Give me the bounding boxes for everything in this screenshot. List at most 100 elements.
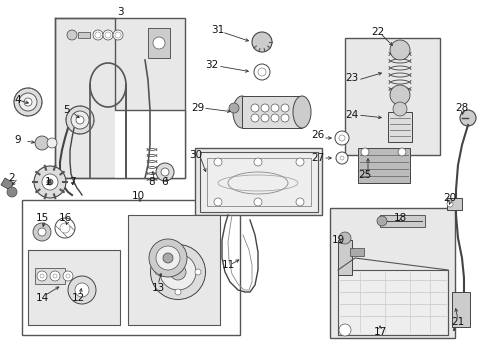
Ellipse shape: [38, 228, 46, 236]
Bar: [128, 215, 220, 325]
Text: 21: 21: [450, 317, 464, 327]
Text: 26: 26: [311, 130, 324, 140]
Ellipse shape: [93, 30, 103, 40]
Bar: [387, 112, 411, 142]
Bar: [345, 38, 439, 155]
Ellipse shape: [253, 64, 269, 80]
Ellipse shape: [163, 253, 173, 263]
Text: 19: 19: [331, 235, 344, 245]
Bar: [206, 158, 310, 206]
Bar: [55, 18, 184, 178]
Ellipse shape: [338, 324, 350, 336]
Ellipse shape: [175, 249, 181, 255]
Ellipse shape: [228, 103, 239, 113]
Ellipse shape: [335, 152, 347, 164]
Ellipse shape: [47, 138, 57, 148]
Ellipse shape: [253, 158, 262, 166]
Ellipse shape: [66, 274, 70, 278]
Text: 7: 7: [68, 177, 75, 187]
Ellipse shape: [270, 104, 279, 112]
Ellipse shape: [161, 168, 169, 176]
Text: 27: 27: [311, 153, 324, 163]
Text: 13: 13: [151, 283, 164, 293]
Text: 9: 9: [15, 135, 21, 145]
Ellipse shape: [66, 106, 94, 134]
Text: 16: 16: [58, 213, 71, 223]
Ellipse shape: [170, 264, 185, 280]
Text: 14: 14: [35, 293, 48, 303]
Ellipse shape: [175, 289, 181, 295]
Ellipse shape: [295, 198, 304, 206]
Ellipse shape: [156, 246, 180, 270]
Ellipse shape: [149, 239, 186, 277]
Ellipse shape: [261, 104, 268, 112]
Ellipse shape: [376, 216, 386, 226]
Bar: [337, 240, 351, 275]
Ellipse shape: [392, 102, 406, 116]
Ellipse shape: [153, 37, 164, 49]
Ellipse shape: [156, 163, 174, 181]
Text: 24: 24: [345, 110, 358, 120]
Text: 30: 30: [189, 150, 202, 160]
Text: 11: 11: [221, 260, 234, 270]
Ellipse shape: [47, 179, 53, 185]
Ellipse shape: [150, 244, 205, 300]
Text: 12: 12: [71, 293, 84, 303]
Ellipse shape: [360, 148, 368, 156]
Ellipse shape: [258, 68, 265, 76]
Ellipse shape: [67, 30, 77, 40]
Ellipse shape: [55, 218, 75, 238]
Bar: [35, 268, 65, 284]
Text: 4: 4: [15, 95, 21, 105]
Ellipse shape: [195, 269, 201, 275]
Ellipse shape: [389, 40, 409, 60]
Text: 2: 2: [9, 173, 15, 183]
Text: 29: 29: [191, 103, 204, 113]
Text: 17: 17: [373, 327, 386, 337]
Ellipse shape: [155, 269, 161, 275]
Ellipse shape: [397, 148, 405, 156]
Ellipse shape: [50, 271, 60, 281]
Text: 31: 31: [211, 25, 224, 35]
Ellipse shape: [115, 32, 121, 38]
Ellipse shape: [75, 283, 89, 297]
Ellipse shape: [76, 116, 84, 124]
Ellipse shape: [292, 96, 310, 128]
Ellipse shape: [42, 174, 58, 190]
Text: 5: 5: [63, 105, 70, 115]
Ellipse shape: [35, 136, 49, 150]
Ellipse shape: [7, 187, 17, 197]
Ellipse shape: [334, 131, 348, 145]
Text: 1: 1: [44, 177, 51, 187]
Bar: [78, 32, 90, 38]
Ellipse shape: [250, 104, 259, 112]
Bar: [349, 248, 363, 256]
Text: 32: 32: [205, 60, 218, 70]
Bar: [28, 250, 120, 325]
Ellipse shape: [389, 85, 409, 105]
Ellipse shape: [270, 114, 279, 122]
Ellipse shape: [281, 104, 288, 112]
Ellipse shape: [295, 158, 304, 166]
Ellipse shape: [68, 276, 96, 304]
Bar: [1, 178, 14, 190]
Ellipse shape: [160, 254, 196, 290]
Ellipse shape: [95, 32, 101, 38]
Text: 18: 18: [392, 213, 406, 223]
Text: 22: 22: [370, 27, 384, 37]
Ellipse shape: [338, 135, 345, 141]
Ellipse shape: [253, 198, 262, 206]
Ellipse shape: [214, 198, 222, 206]
Ellipse shape: [339, 156, 343, 160]
Ellipse shape: [71, 111, 89, 129]
Text: 10: 10: [131, 191, 144, 201]
Ellipse shape: [251, 32, 271, 52]
Bar: [337, 270, 447, 335]
Ellipse shape: [103, 30, 113, 40]
Text: 28: 28: [454, 103, 468, 113]
Ellipse shape: [14, 88, 42, 116]
Ellipse shape: [33, 223, 51, 241]
Text: 25: 25: [358, 170, 371, 180]
Ellipse shape: [37, 271, 47, 281]
Text: 3: 3: [117, 7, 123, 17]
